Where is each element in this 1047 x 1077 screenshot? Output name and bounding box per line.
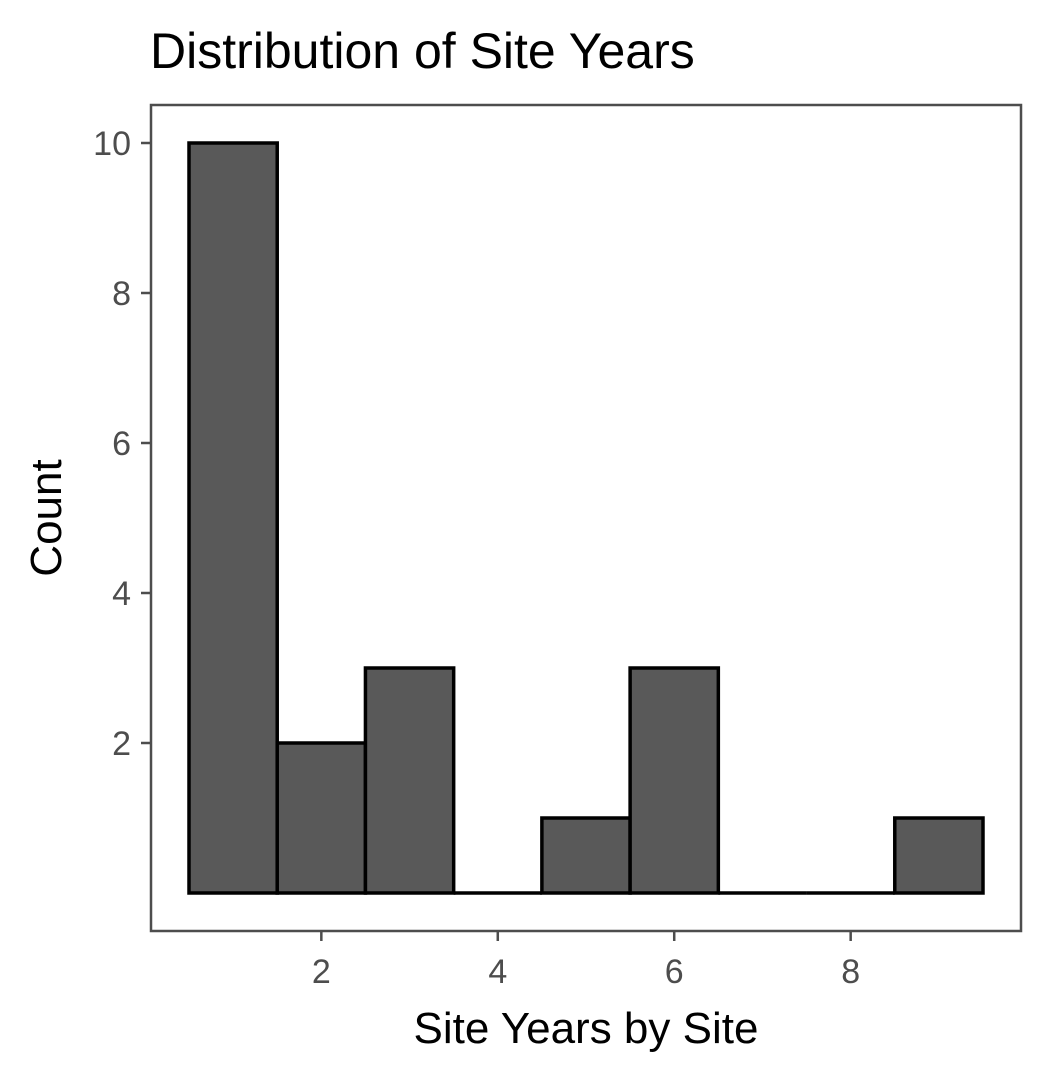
histogram-bar — [363, 666, 456, 895]
y-tick-label: 4 — [112, 575, 131, 613]
histogram-bar — [628, 666, 721, 895]
chart-title: Distribution of Site Years — [150, 23, 695, 79]
x-tick-label: 6 — [665, 953, 684, 991]
x-tick-label: 8 — [841, 953, 860, 991]
histogram-bar — [893, 816, 985, 895]
x-axis: 2 4 6 8 — [312, 931, 860, 991]
histogram-bar — [540, 816, 632, 895]
y-tick-label: 2 — [112, 725, 131, 763]
histogram-bar — [275, 741, 368, 895]
x-tick-label: 2 — [312, 953, 331, 991]
x-axis-title: Site Years by Site — [414, 1004, 759, 1053]
y-tick-label: 6 — [112, 425, 131, 463]
bars-group — [187, 141, 985, 895]
y-axis: 2 4 6 8 10 — [93, 125, 151, 763]
y-axis-title: Count — [22, 459, 71, 576]
y-tick-label: 10 — [93, 125, 131, 163]
y-tick-label: 8 — [112, 275, 131, 313]
x-tick-label: 4 — [488, 953, 507, 991]
histogram-bar — [187, 141, 279, 895]
